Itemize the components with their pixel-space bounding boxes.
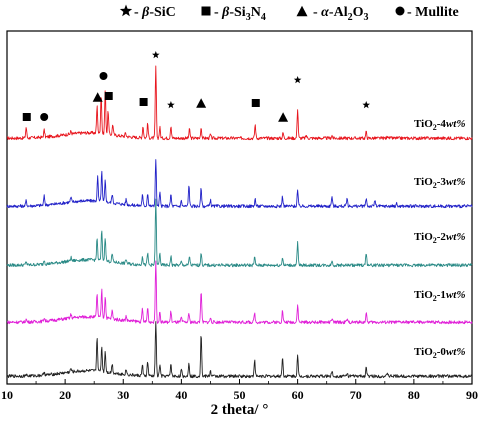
phase-marker-star-icon — [167, 101, 175, 109]
series-label: TiO2-3wt% — [414, 176, 466, 190]
series-line-2wt — [6, 198, 473, 268]
series-line-4wt — [6, 65, 473, 141]
phase-marker-square-icon — [22, 113, 31, 121]
x-tick-label: 40 — [175, 388, 187, 402]
phase-marker-star-icon — [152, 51, 160, 59]
phase-marker-circle-icon — [40, 113, 49, 121]
x-axis: 10 20 30 40 50 60 70 80 90 — [1, 379, 478, 402]
series-label-layer: TiO2-4wt% TiO2-3wt% TiO2-2wt% TiO2-1wt% TiO2… — [414, 118, 466, 360]
legend-square-icon — [201, 6, 211, 16]
x-tick-label: 10 — [1, 388, 13, 402]
x-tick-label: 50 — [234, 388, 246, 402]
phase-marker-square-icon — [139, 98, 148, 106]
legend-circle-icon — [395, 6, 405, 16]
phase-marker-triangle-icon — [92, 92, 103, 102]
legend-triangle-icon — [296, 5, 308, 17]
legend-star-icon — [119, 4, 133, 17]
series-layer — [6, 65, 473, 379]
legend: - β-SiC - β-Si3N4 - α-Al2O3 - Mullite — [119, 4, 459, 23]
x-tick-label: 70 — [350, 388, 362, 402]
phase-marker-square-icon — [251, 99, 260, 107]
x-tick-label: 20 — [59, 388, 71, 402]
x-tick-label: 80 — [408, 388, 420, 402]
phase-marker-triangle-icon — [196, 98, 207, 108]
phase-marker-circle-icon — [99, 72, 108, 80]
series-line-0wt — [6, 321, 473, 379]
x-tick-label: 30 — [117, 388, 129, 402]
phase-marker-star-icon — [293, 76, 302, 84]
x-tick-label: 90 — [466, 388, 478, 402]
legend-entry-3: - α-Al2O3 — [313, 5, 368, 23]
phase-marker-layer — [22, 51, 371, 122]
series-label: TiO2-4wt% — [414, 118, 466, 132]
x-axis-label: 2 theta/ ° — [211, 402, 269, 418]
legend-entry-4: - Mullite — [407, 5, 459, 20]
phase-marker-triangle-icon — [278, 112, 289, 122]
series-label: TiO2-2wt% — [414, 231, 466, 245]
series-label: TiO2-0wt% — [414, 346, 466, 360]
series-line-3wt — [6, 159, 473, 209]
legend-entry-1: - β-SiC — [134, 5, 176, 20]
phase-marker-square-icon — [104, 92, 113, 100]
phase-marker-star-icon — [362, 101, 371, 109]
series-label: TiO2-1wt% — [414, 289, 466, 303]
x-tick-label: 60 — [292, 388, 304, 402]
series-line-1wt — [6, 260, 473, 325]
legend-entry-2: - β-Si3N4 — [214, 5, 266, 23]
